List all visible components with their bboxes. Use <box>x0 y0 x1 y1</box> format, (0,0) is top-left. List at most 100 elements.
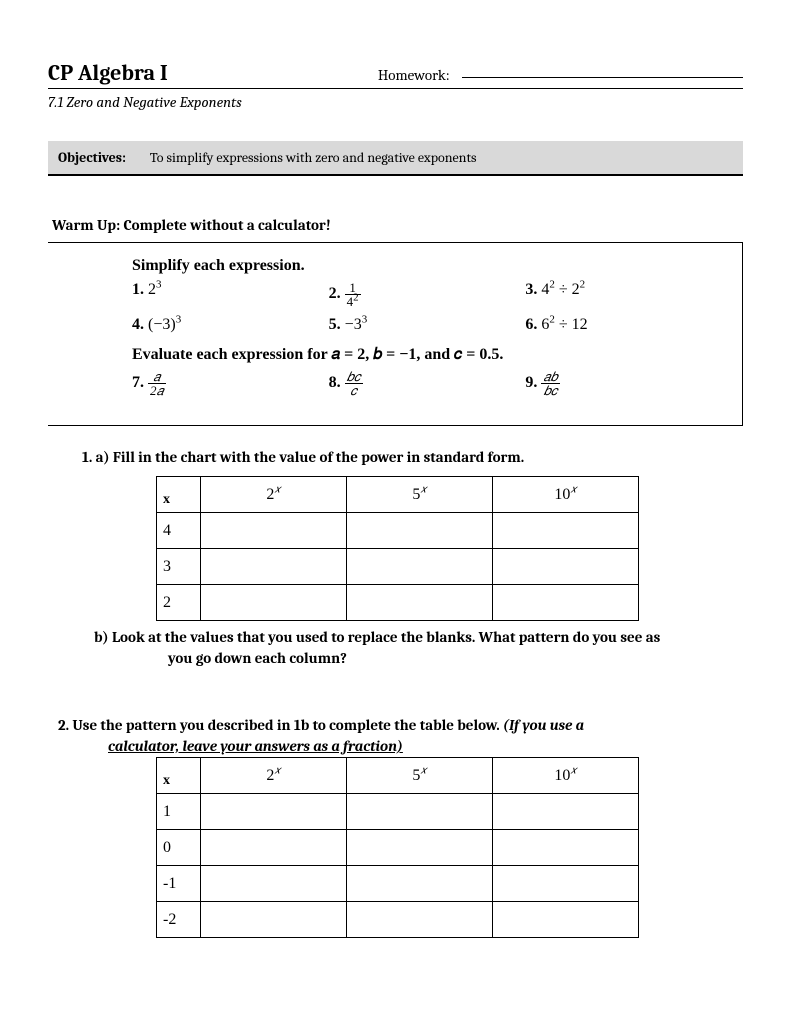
cell <box>347 794 493 830</box>
problem-7: 7. 𝑎 2𝑎 <box>132 370 329 397</box>
exponent: 𝑥 <box>570 764 576 776</box>
cell <box>493 585 639 621</box>
cell <box>201 830 347 866</box>
table-row: 4 <box>157 513 639 549</box>
table-row: 2 <box>157 585 639 621</box>
denominator: 𝑏𝑐 <box>541 384 559 397</box>
cell <box>347 866 493 902</box>
warmup-box: Simplify each expression. 1. 23 2. 1 42 … <box>48 242 743 426</box>
simplify-heading: Simplify each expression. <box>132 257 722 275</box>
table-row: 0 <box>157 830 639 866</box>
q2-text: 2. Use the pattern you described in 1b t… <box>58 716 503 734</box>
exponent: 2 <box>580 279 586 291</box>
operator: ÷ <box>555 281 572 298</box>
problem-number: 1. <box>132 281 144 298</box>
col-header-2x: 2𝑥 <box>201 758 347 794</box>
base: 10 <box>554 486 570 503</box>
problem-number: 6. <box>525 316 537 333</box>
page-title: CP Algebra I <box>48 60 168 86</box>
q1b-line2: you go down each column? <box>94 648 703 669</box>
col-header-5x: 5𝑥 <box>347 758 493 794</box>
problem-4: 4. (−3)3 <box>132 316 329 334</box>
x-value: -2 <box>157 902 201 938</box>
x-value: 4 <box>157 513 201 549</box>
exponent: 𝑥 <box>420 483 426 495</box>
col-header-10x: 10𝑥 <box>493 758 639 794</box>
x-header: x <box>157 477 201 513</box>
q2-italic-1: (If you use a <box>503 716 584 734</box>
problem-number: 8. <box>329 374 341 391</box>
x-value: 0 <box>157 830 201 866</box>
col-header-2x: 2𝑥 <box>201 477 347 513</box>
q1b-line1: b) Look at the values that you used to r… <box>94 628 660 646</box>
cell <box>347 902 493 938</box>
problem-6: 6. 62 ÷ 12 <box>525 316 722 334</box>
cell <box>347 513 493 549</box>
cell <box>493 866 639 902</box>
problem-number: 9. <box>525 374 537 391</box>
base: 10 <box>554 767 570 784</box>
fraction: 𝑏𝑐 𝑐 <box>345 370 363 397</box>
cell <box>201 513 347 549</box>
base: (−3) <box>148 316 176 333</box>
objectives-label: Objectives: <box>58 149 126 166</box>
exponent: 𝑥 <box>420 764 426 776</box>
warmup-row-2: 4. (−3)3 5. −33 6. 62 ÷ 12 <box>132 316 722 334</box>
rest: ÷ 12 <box>555 316 588 333</box>
exponent: 3 <box>362 314 368 326</box>
table-row: -1 <box>157 866 639 902</box>
problem-2: 2. 1 42 <box>329 281 526 308</box>
x-value: 3 <box>157 549 201 585</box>
fraction: 1 42 <box>345 281 361 308</box>
header: CP Algebra I Homework: <box>48 60 743 89</box>
exponent: 𝑥 <box>274 483 280 495</box>
cell <box>493 513 639 549</box>
exponent: 2 <box>353 292 359 304</box>
table-row: -2 <box>157 902 639 938</box>
homework-blank-line <box>462 77 743 78</box>
problem-number: 2. <box>329 285 341 302</box>
problem-9: 9. 𝑎𝑏 𝑏𝑐 <box>525 370 722 397</box>
problem-number: 3. <box>525 281 537 298</box>
cell <box>347 585 493 621</box>
base: 2 <box>148 281 156 298</box>
cell <box>201 902 347 938</box>
denominator: 2𝑎 <box>148 384 166 397</box>
base: 2 <box>572 281 580 298</box>
cell <box>493 549 639 585</box>
evaluate-heading: Evaluate each expression for 𝑎 = 2, 𝑏 = … <box>132 346 722 364</box>
denominator: 𝑐 <box>345 384 363 397</box>
x-value: 2 <box>157 585 201 621</box>
cell <box>493 794 639 830</box>
cell <box>347 549 493 585</box>
numerator: 𝑏𝑐 <box>345 370 363 384</box>
x-value: 1 <box>157 794 201 830</box>
neg-sign: − <box>345 316 354 333</box>
col-header-10x: 10𝑥 <box>493 477 639 513</box>
problem-number: 5. <box>329 316 341 333</box>
cell <box>201 794 347 830</box>
x-value: -1 <box>157 866 201 902</box>
cell <box>201 585 347 621</box>
x-header: x <box>157 758 201 794</box>
numerator: 𝑎𝑏 <box>541 370 559 384</box>
power-table-1: x 2𝑥 5𝑥 10𝑥 4 3 2 <box>156 476 639 621</box>
fraction: 𝑎𝑏 𝑏𝑐 <box>541 370 559 397</box>
exponent: 𝑥 <box>274 764 280 776</box>
power-table-2: x 2𝑥 5𝑥 10𝑥 1 0 -1 -2 <box>156 757 639 938</box>
objectives-text: To simplify expressions with zero and ne… <box>150 149 477 166</box>
cell <box>201 866 347 902</box>
cell <box>493 902 639 938</box>
page-subtitle: 7.1 Zero and Negative Exponents <box>48 93 743 111</box>
cell <box>493 830 639 866</box>
col-header-5x: 5𝑥 <box>347 477 493 513</box>
question-1a: 1. a) Fill in the chart with the value o… <box>48 448 743 466</box>
exponent: 𝑥 <box>570 483 576 495</box>
question-2: 2. Use the pattern you described in 1b t… <box>48 715 743 757</box>
exponent: 3 <box>176 314 182 326</box>
warmup-heading: Warm Up: Complete without a calculator! <box>48 216 743 234</box>
denominator: 42 <box>345 295 361 308</box>
objectives-bar: Objectives: To simplify expressions with… <box>48 141 743 176</box>
table-row: 3 <box>157 549 639 585</box>
numerator: 𝑎 <box>148 370 166 384</box>
